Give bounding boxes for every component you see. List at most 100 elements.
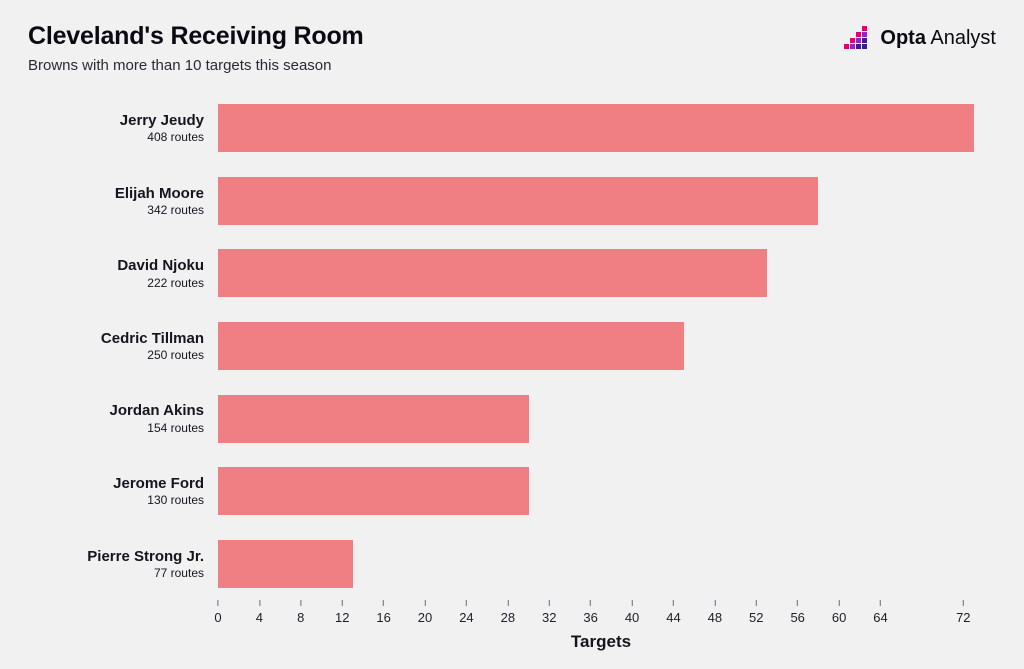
x-tick: 32 (542, 600, 556, 625)
tick-label: 16 (376, 610, 390, 625)
tick-mark (217, 600, 218, 606)
tick-label: 32 (542, 610, 556, 625)
tick-label: 12 (335, 610, 349, 625)
x-tick: 48 (708, 600, 722, 625)
tick-label: 8 (297, 610, 304, 625)
x-tick: 16 (376, 600, 390, 625)
chart-container: Cleveland's Receiving Room Browns with m… (0, 0, 1024, 669)
brand-light: Analyst (930, 27, 996, 49)
player-routes: 77 routes (87, 566, 204, 580)
tick-mark (507, 600, 508, 606)
tick-label: 60 (832, 610, 846, 625)
bar-label: Jerome Ford130 routes (113, 475, 218, 507)
bar-row: David Njoku222 routes (218, 249, 984, 297)
x-tick: 8 (297, 600, 304, 625)
tick-label: 48 (708, 610, 722, 625)
bar-label: Jerry Jeudy408 routes (120, 112, 218, 144)
x-tick: 56 (790, 600, 804, 625)
tick-mark (632, 600, 633, 606)
x-axis: Targets 04812162024283236404448525660647… (218, 600, 984, 652)
tick-mark (714, 600, 715, 606)
tick-label: 72 (956, 610, 970, 625)
tick-label: 44 (666, 610, 680, 625)
player-routes: 154 routes (110, 421, 204, 435)
bar-row: Jerome Ford130 routes (218, 467, 984, 515)
tick-label: 0 (214, 610, 221, 625)
brand: Opta Analyst (844, 24, 996, 52)
bar (218, 249, 767, 297)
bar-label: Pierre Strong Jr.77 routes (87, 548, 218, 580)
player-name: Jerry Jeudy (120, 112, 204, 129)
chart-subtitle: Browns with more than 10 targets this se… (28, 57, 364, 74)
bar-row: Elijah Moore342 routes (218, 177, 984, 225)
x-tick: 52 (749, 600, 763, 625)
tick-mark (839, 600, 840, 606)
brand-name: Opta Analyst (880, 27, 996, 50)
tick-label: 4 (256, 610, 263, 625)
tick-label: 24 (459, 610, 473, 625)
tick-mark (963, 600, 964, 606)
tick-mark (673, 600, 674, 606)
tick-label: 28 (501, 610, 515, 625)
x-tick: 44 (666, 600, 680, 625)
tick-label: 56 (790, 610, 804, 625)
bar (218, 322, 684, 370)
x-tick: 36 (583, 600, 597, 625)
chart-area: Jerry Jeudy408 routes Elijah Moore342 rou… (28, 92, 996, 652)
bar-row: Jerry Jeudy408 routes (218, 104, 984, 152)
brand-bold: Opta (880, 27, 926, 49)
player-routes: 342 routes (115, 203, 204, 217)
x-tick: 64 (873, 600, 887, 625)
tick-label: 36 (583, 610, 597, 625)
tick-mark (342, 600, 343, 606)
tick-mark (425, 600, 426, 606)
player-name: Jordan Akins (110, 402, 204, 419)
player-name: David Njoku (117, 257, 204, 274)
player-routes: 222 routes (117, 276, 204, 290)
chart-title: Cleveland's Receiving Room (28, 22, 364, 51)
bar-label: Elijah Moore342 routes (115, 185, 218, 217)
tick-label: 52 (749, 610, 763, 625)
bar-label: David Njoku 222 routes (117, 257, 218, 289)
bar (218, 540, 353, 588)
bar-row: Jordan Akins154 routes (218, 395, 984, 443)
x-tick: 0 (214, 600, 221, 625)
bar (218, 104, 974, 152)
x-tick: 20 (418, 600, 432, 625)
bar-row: Cedric Tillman250 routes (218, 322, 984, 370)
tick-mark (466, 600, 467, 606)
bar (218, 467, 529, 515)
x-tick: 4 (256, 600, 263, 625)
x-tick: 72 (956, 600, 970, 625)
bar-label: Jordan Akins 154 routes (110, 402, 218, 434)
tick-label: 40 (625, 610, 639, 625)
tick-mark (797, 600, 798, 606)
x-tick: 12 (335, 600, 349, 625)
x-tick: 40 (625, 600, 639, 625)
tick-mark (259, 600, 260, 606)
tick-mark (756, 600, 757, 606)
x-tick: 60 (832, 600, 846, 625)
player-routes: 130 routes (113, 493, 204, 507)
x-axis-title: Targets (218, 632, 984, 652)
bar (218, 395, 529, 443)
titles: Cleveland's Receiving Room Browns with m… (28, 22, 364, 74)
player-routes: 250 routes (101, 348, 204, 362)
x-tick: 24 (459, 600, 473, 625)
player-name: Cedric Tillman (101, 330, 204, 347)
tick-label: 64 (873, 610, 887, 625)
plot-area: Jerry Jeudy408 routes Elijah Moore342 rou… (218, 92, 984, 600)
tick-mark (300, 600, 301, 606)
opta-logo-icon (844, 24, 872, 52)
bar (218, 177, 818, 225)
tick-mark (383, 600, 384, 606)
bar-label: Cedric Tillman250 routes (101, 330, 218, 362)
tick-mark (590, 600, 591, 606)
player-name: Elijah Moore (115, 185, 204, 202)
header: Cleveland's Receiving Room Browns with m… (28, 22, 996, 74)
x-tick: 28 (501, 600, 515, 625)
tick-mark (549, 600, 550, 606)
bar-row: Pierre Strong Jr.77 routes (218, 540, 984, 588)
tick-label: 20 (418, 610, 432, 625)
player-routes: 408 routes (120, 130, 204, 144)
